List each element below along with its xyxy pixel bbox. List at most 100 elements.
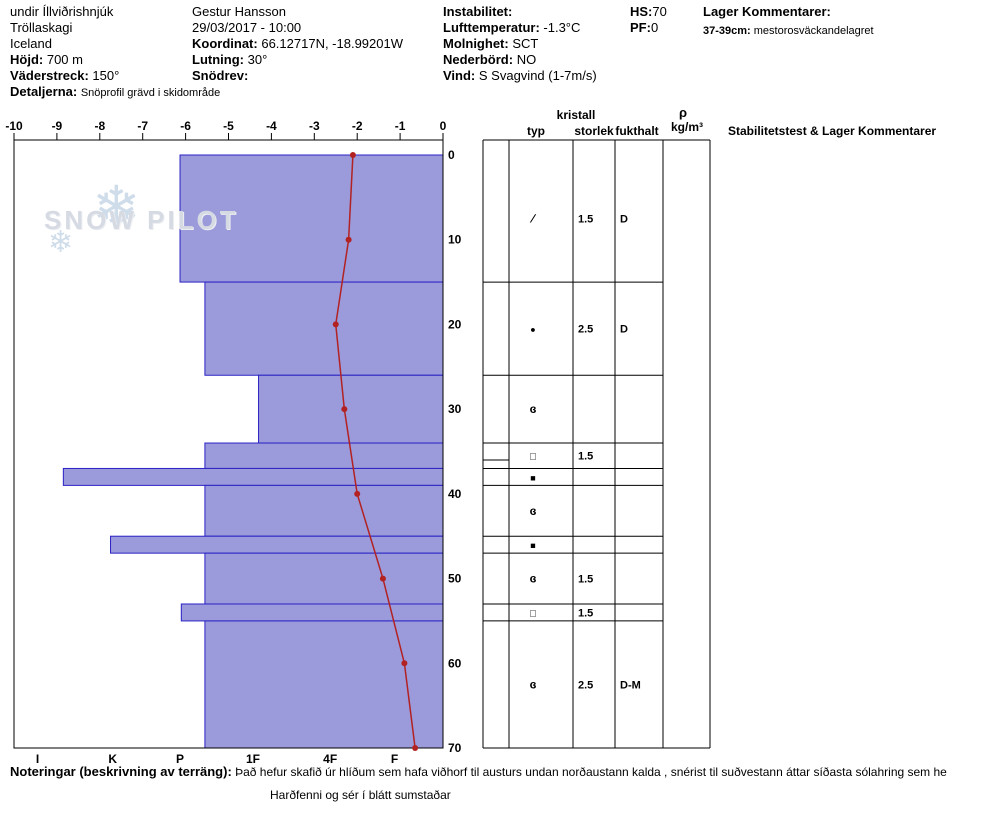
airtemp-value: -1.3°C [543, 20, 581, 35]
observer-block: Gestur Hansson 29/03/2017 - 10:00 Koordi… [192, 4, 403, 84]
layer-hardness-bar [204, 620, 444, 749]
temperature-point [354, 490, 361, 497]
grain-type-symbol: □ [530, 608, 536, 619]
hs-row: HS:70 [630, 4, 667, 20]
aspect-label: Väderstreck: [10, 68, 89, 83]
details-value: Snöprofil grävd i skidområde [80, 87, 221, 99]
layer-comment-text: mestorosväckandelagret [753, 25, 874, 37]
sky-row: Molnighet: SCT [443, 36, 597, 52]
slope-row: Lutning: 30° [192, 52, 403, 68]
layer-hardness-bar [179, 154, 444, 283]
temperature-line [334, 154, 416, 749]
notes-label: Noteringar (beskrivning av terräng): [10, 764, 232, 779]
layer-hardness-bar [180, 603, 444, 622]
drift-row: Snödrev: [192, 68, 403, 84]
temp-tick-label: -8 [94, 119, 105, 133]
instability-label: Instabilitet: [443, 4, 513, 19]
temperature-point [379, 575, 386, 582]
elevation-value: 700 m [46, 52, 83, 67]
grain-size-value: 1.5 [578, 451, 593, 463]
precip-value: NO [516, 52, 537, 67]
pf-value: 0 [650, 20, 659, 35]
details-row: Detaljerna: Snöprofil grävd i skidområde [10, 84, 220, 101]
hardness-label: P [176, 752, 184, 766]
moisture-value: D [620, 214, 628, 226]
col-header-density-unit: kg/m³ [671, 120, 703, 134]
coordinates-value: 66.12717N, -18.99201W [261, 36, 403, 51]
hs-label: HS: [630, 4, 653, 19]
grain-type-symbol: ■ [530, 473, 535, 483]
temperature-point [349, 152, 356, 158]
grain-size-value: 1.5 [578, 607, 593, 619]
layer-hardness-bar [204, 442, 444, 469]
grain-type-symbol: ● [530, 325, 535, 335]
elevation-label: Höjd: [10, 52, 44, 67]
notes-text: Það hefur skafið úr hlíðum sem hafa viðh… [235, 765, 947, 779]
depth-label: 20 [448, 317, 462, 331]
layer-hardness-bar [204, 281, 444, 376]
slope-label: Lutning: [192, 52, 244, 67]
depth-label: 60 [448, 656, 462, 670]
layer-hardness-bar [258, 374, 444, 444]
col-header-typ: typ [527, 124, 545, 138]
col-header-kristall: kristall [557, 108, 596, 122]
hardness-label: I [36, 752, 39, 766]
grain-type-symbol: ɞ [530, 504, 537, 518]
instability-row: Instabilitet: [443, 4, 597, 20]
observation-datetime: 29/03/2017 - 10:00 [192, 20, 302, 35]
precip-row: Nederbörd: NO [443, 52, 597, 68]
wind-value: S Svagvind (1-7m/s) [478, 68, 597, 83]
pf-row: PF:0 [630, 20, 667, 36]
sky-value: SCT [512, 36, 539, 51]
hs-value: 70 [652, 4, 667, 19]
temp-tick-label: -3 [309, 119, 320, 133]
layer-hardness-bar [204, 484, 444, 537]
aspect-value: 150° [92, 68, 120, 83]
temp-tick-label: -2 [352, 119, 363, 133]
wind-label: Vind: [443, 68, 476, 83]
airtemp-label: Lufttemperatur: [443, 20, 540, 35]
depth-label: 40 [448, 487, 462, 501]
precip-label: Nederbörd: [443, 52, 514, 67]
grain-type-symbol: □ [530, 452, 536, 463]
col-header-fukthalt: fukthalt [615, 124, 658, 138]
col-header-storlek: storlek [574, 124, 614, 138]
grain-size-value: 1.5 [578, 214, 593, 226]
grain-type-symbol: ∕ [529, 212, 537, 226]
grain-type-symbol: ɞ [530, 402, 537, 416]
location-region: Tröllaskagi [10, 20, 73, 35]
sky-label: Molnighet: [443, 36, 509, 51]
temperature-point [412, 745, 419, 751]
temp-tick-label: -10 [5, 119, 23, 133]
layer-comments-block: Lager Kommentarer: 37-39cm: mestorosväck… [703, 4, 874, 39]
hardness-label: K [108, 752, 117, 766]
layer-comment-row: 37-39cm: mestorosväckandelagret [703, 23, 874, 39]
moisture-value: D-M [620, 679, 641, 691]
hardness-label: 4F [323, 752, 337, 766]
layer-comment-range: 37-39cm: [703, 25, 751, 37]
depth-label: 70 [448, 741, 462, 755]
grain-size-value: 1.5 [578, 574, 593, 586]
airtemp-row: Lufttemperatur: -1.3°C [443, 20, 597, 36]
grain-type-symbol: ɞ [530, 677, 537, 691]
temperature-point [401, 660, 408, 667]
temperature-point [345, 236, 352, 243]
temp-tick-label: -6 [180, 119, 191, 133]
moisture-value: D [620, 324, 628, 336]
grain-size-value: 2.5 [578, 679, 593, 691]
depth-label: 10 [448, 233, 462, 247]
totals-block: HS:70 PF:0 [630, 4, 667, 36]
layer-comments-title: Lager Kommentarer: [703, 4, 831, 19]
coordinates-row: Koordinat: 66.12717N, -18.99201W [192, 36, 403, 52]
hardness-label: 1F [246, 752, 260, 766]
observer-name: Gestur Hansson [192, 4, 286, 19]
aspect-row: Väderstreck: 150° [10, 68, 220, 84]
coordinates-label: Koordinat: [192, 36, 258, 51]
notes-row: Noteringar (beskrivning av terräng): Það… [10, 764, 994, 779]
elevation-row: Höjd: 700 m [10, 52, 220, 68]
grain-type-symbol: ɞ [530, 572, 537, 586]
temperature-point [332, 321, 339, 328]
temp-tick-label: -4 [266, 119, 277, 133]
drift-label: Snödrev: [192, 68, 249, 83]
